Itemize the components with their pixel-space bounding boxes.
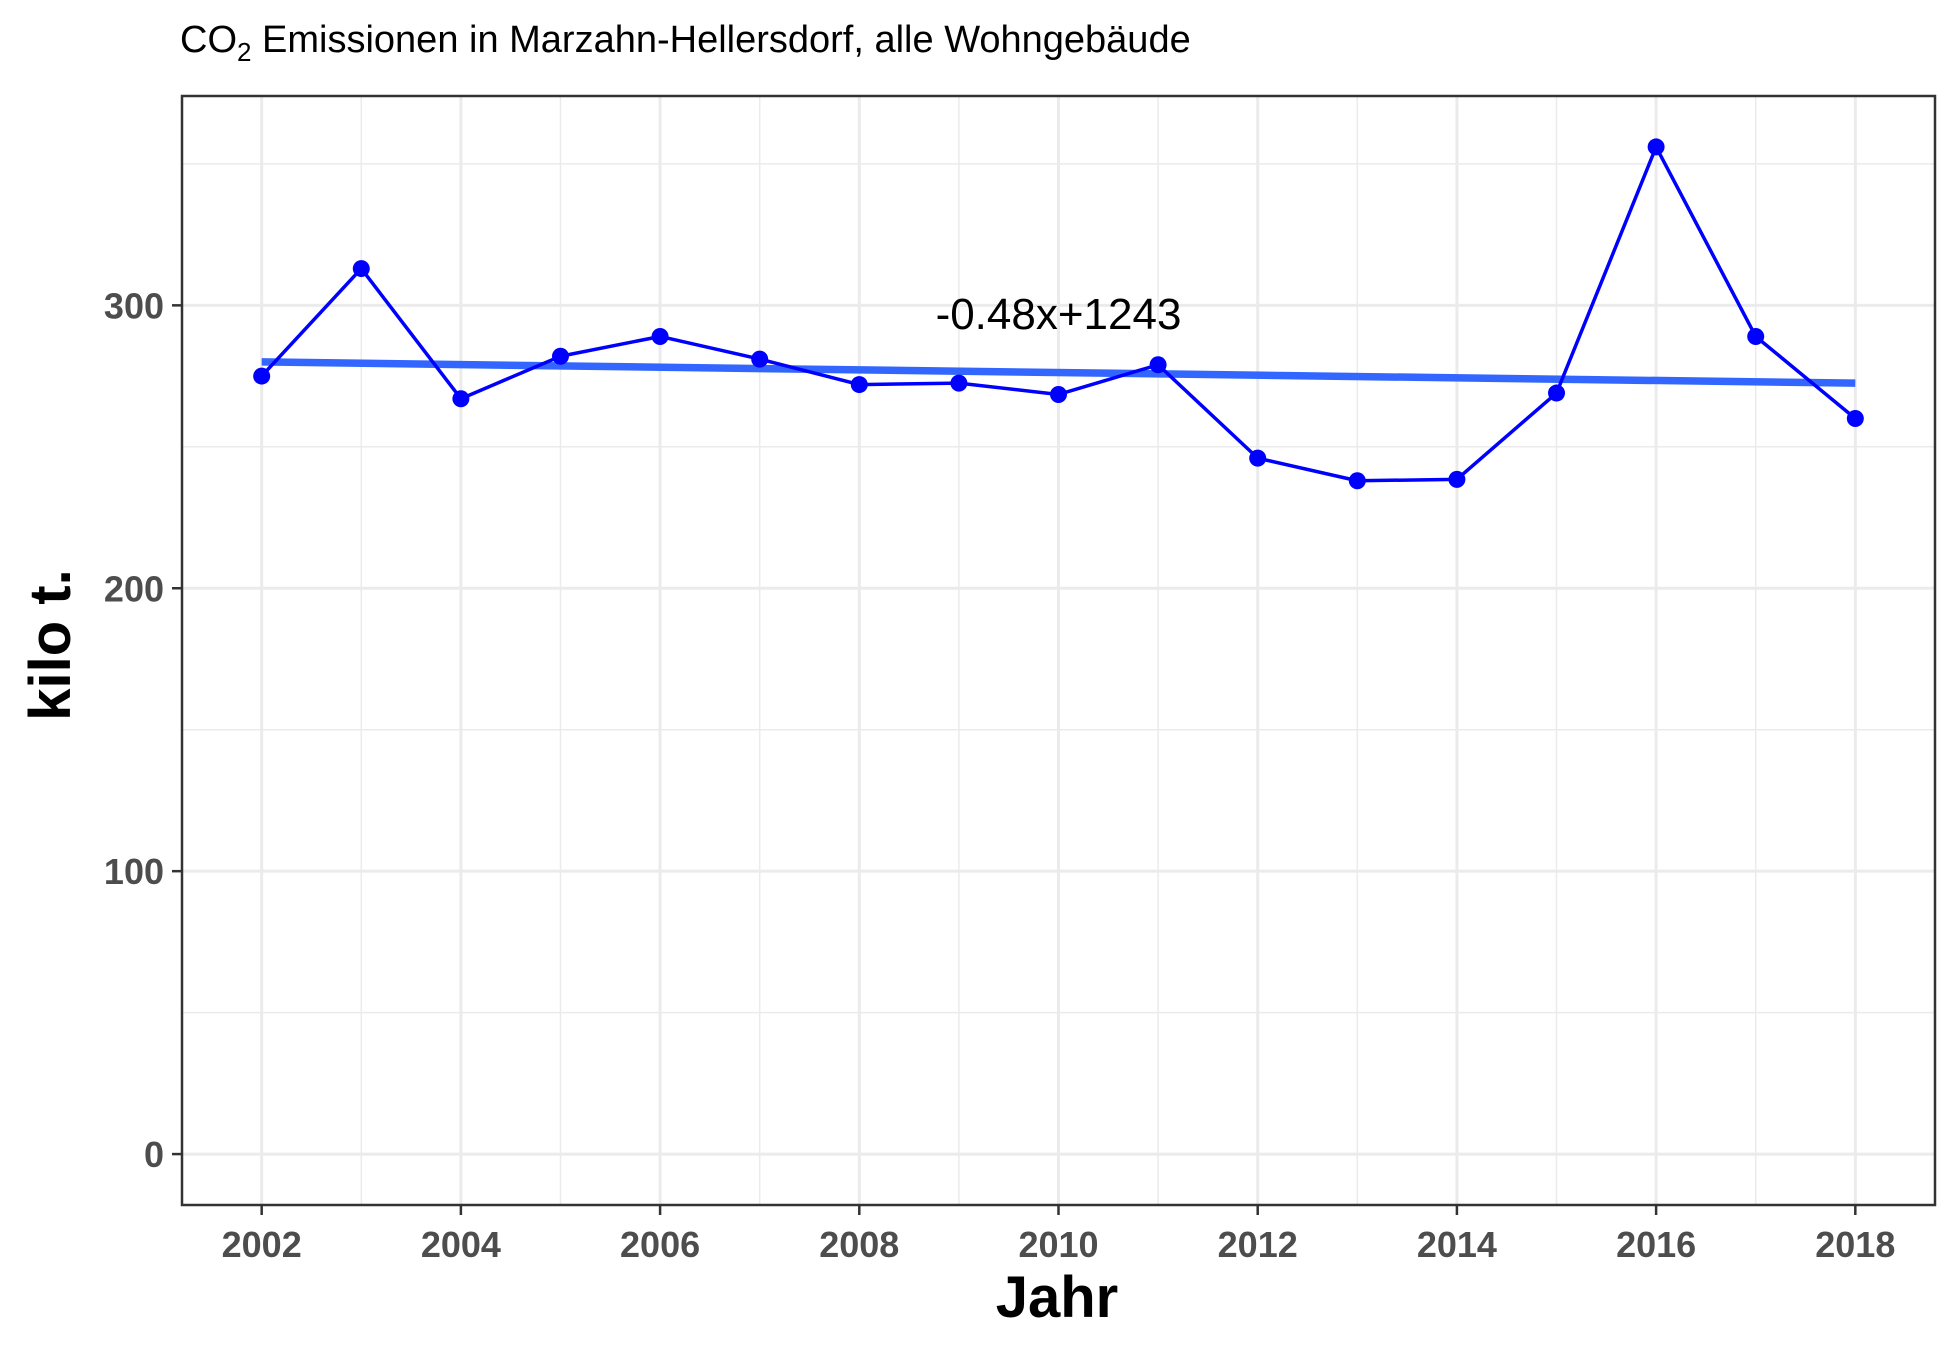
x-tick-label: 2006 [620,1224,700,1265]
data-point [551,347,569,365]
y-tick-label: 0 [144,1134,164,1175]
grid [182,96,1935,1205]
chart-title-rest: Emissionen in Marzahn-Hellersdorf, alle … [251,19,1190,61]
data-point [1149,356,1167,374]
data-point [1348,472,1366,490]
data-point [950,374,968,392]
data-point [253,367,271,385]
x-tick-label: 2010 [1018,1224,1098,1265]
data-point [1448,470,1466,488]
data-point [751,350,769,368]
x-tick-label: 2014 [1417,1224,1497,1265]
trend-line [261,358,1856,387]
data-point [1747,327,1765,345]
x-tick-label: 2012 [1218,1224,1298,1265]
x-tick-label: 2016 [1616,1224,1696,1265]
chart-title: CO2 Emissionen in Marzahn-Hellersdorf, a… [180,19,1191,67]
annotation-layer: -0.48x+1243 [936,290,1182,339]
trend-equation-label: -0.48x+1243 [936,290,1182,339]
data-point [1846,410,1864,428]
chart-title-subscript: 2 [237,37,251,67]
x-tick-label: 2002 [222,1224,302,1265]
data-point [651,327,669,345]
data-point [352,260,370,278]
y-tick-label: 200 [104,568,164,609]
data-point [452,390,470,408]
y-axis-title: kilo t. [18,569,83,720]
y-tick-label: 300 [104,285,164,326]
data-point [1548,384,1566,402]
trend-layer [261,358,1856,387]
data-point [1050,385,1067,403]
y-tick-label: 100 [104,851,164,892]
series-layer [253,138,1864,490]
chart-title-prefix: CO [180,19,237,61]
data-point [1249,449,1267,467]
x-tick-label: 2008 [819,1224,899,1265]
data-point [1647,138,1665,156]
x-tick-label: 2004 [421,1224,501,1265]
data-point [850,376,868,394]
x-axis-title: Jahr [996,1265,1119,1330]
axes: 2002 2004 2006 2008 2010 2012 2014 2016 2018 0 100… [104,285,1895,1265]
x-tick-label: 2018 [1815,1224,1895,1265]
